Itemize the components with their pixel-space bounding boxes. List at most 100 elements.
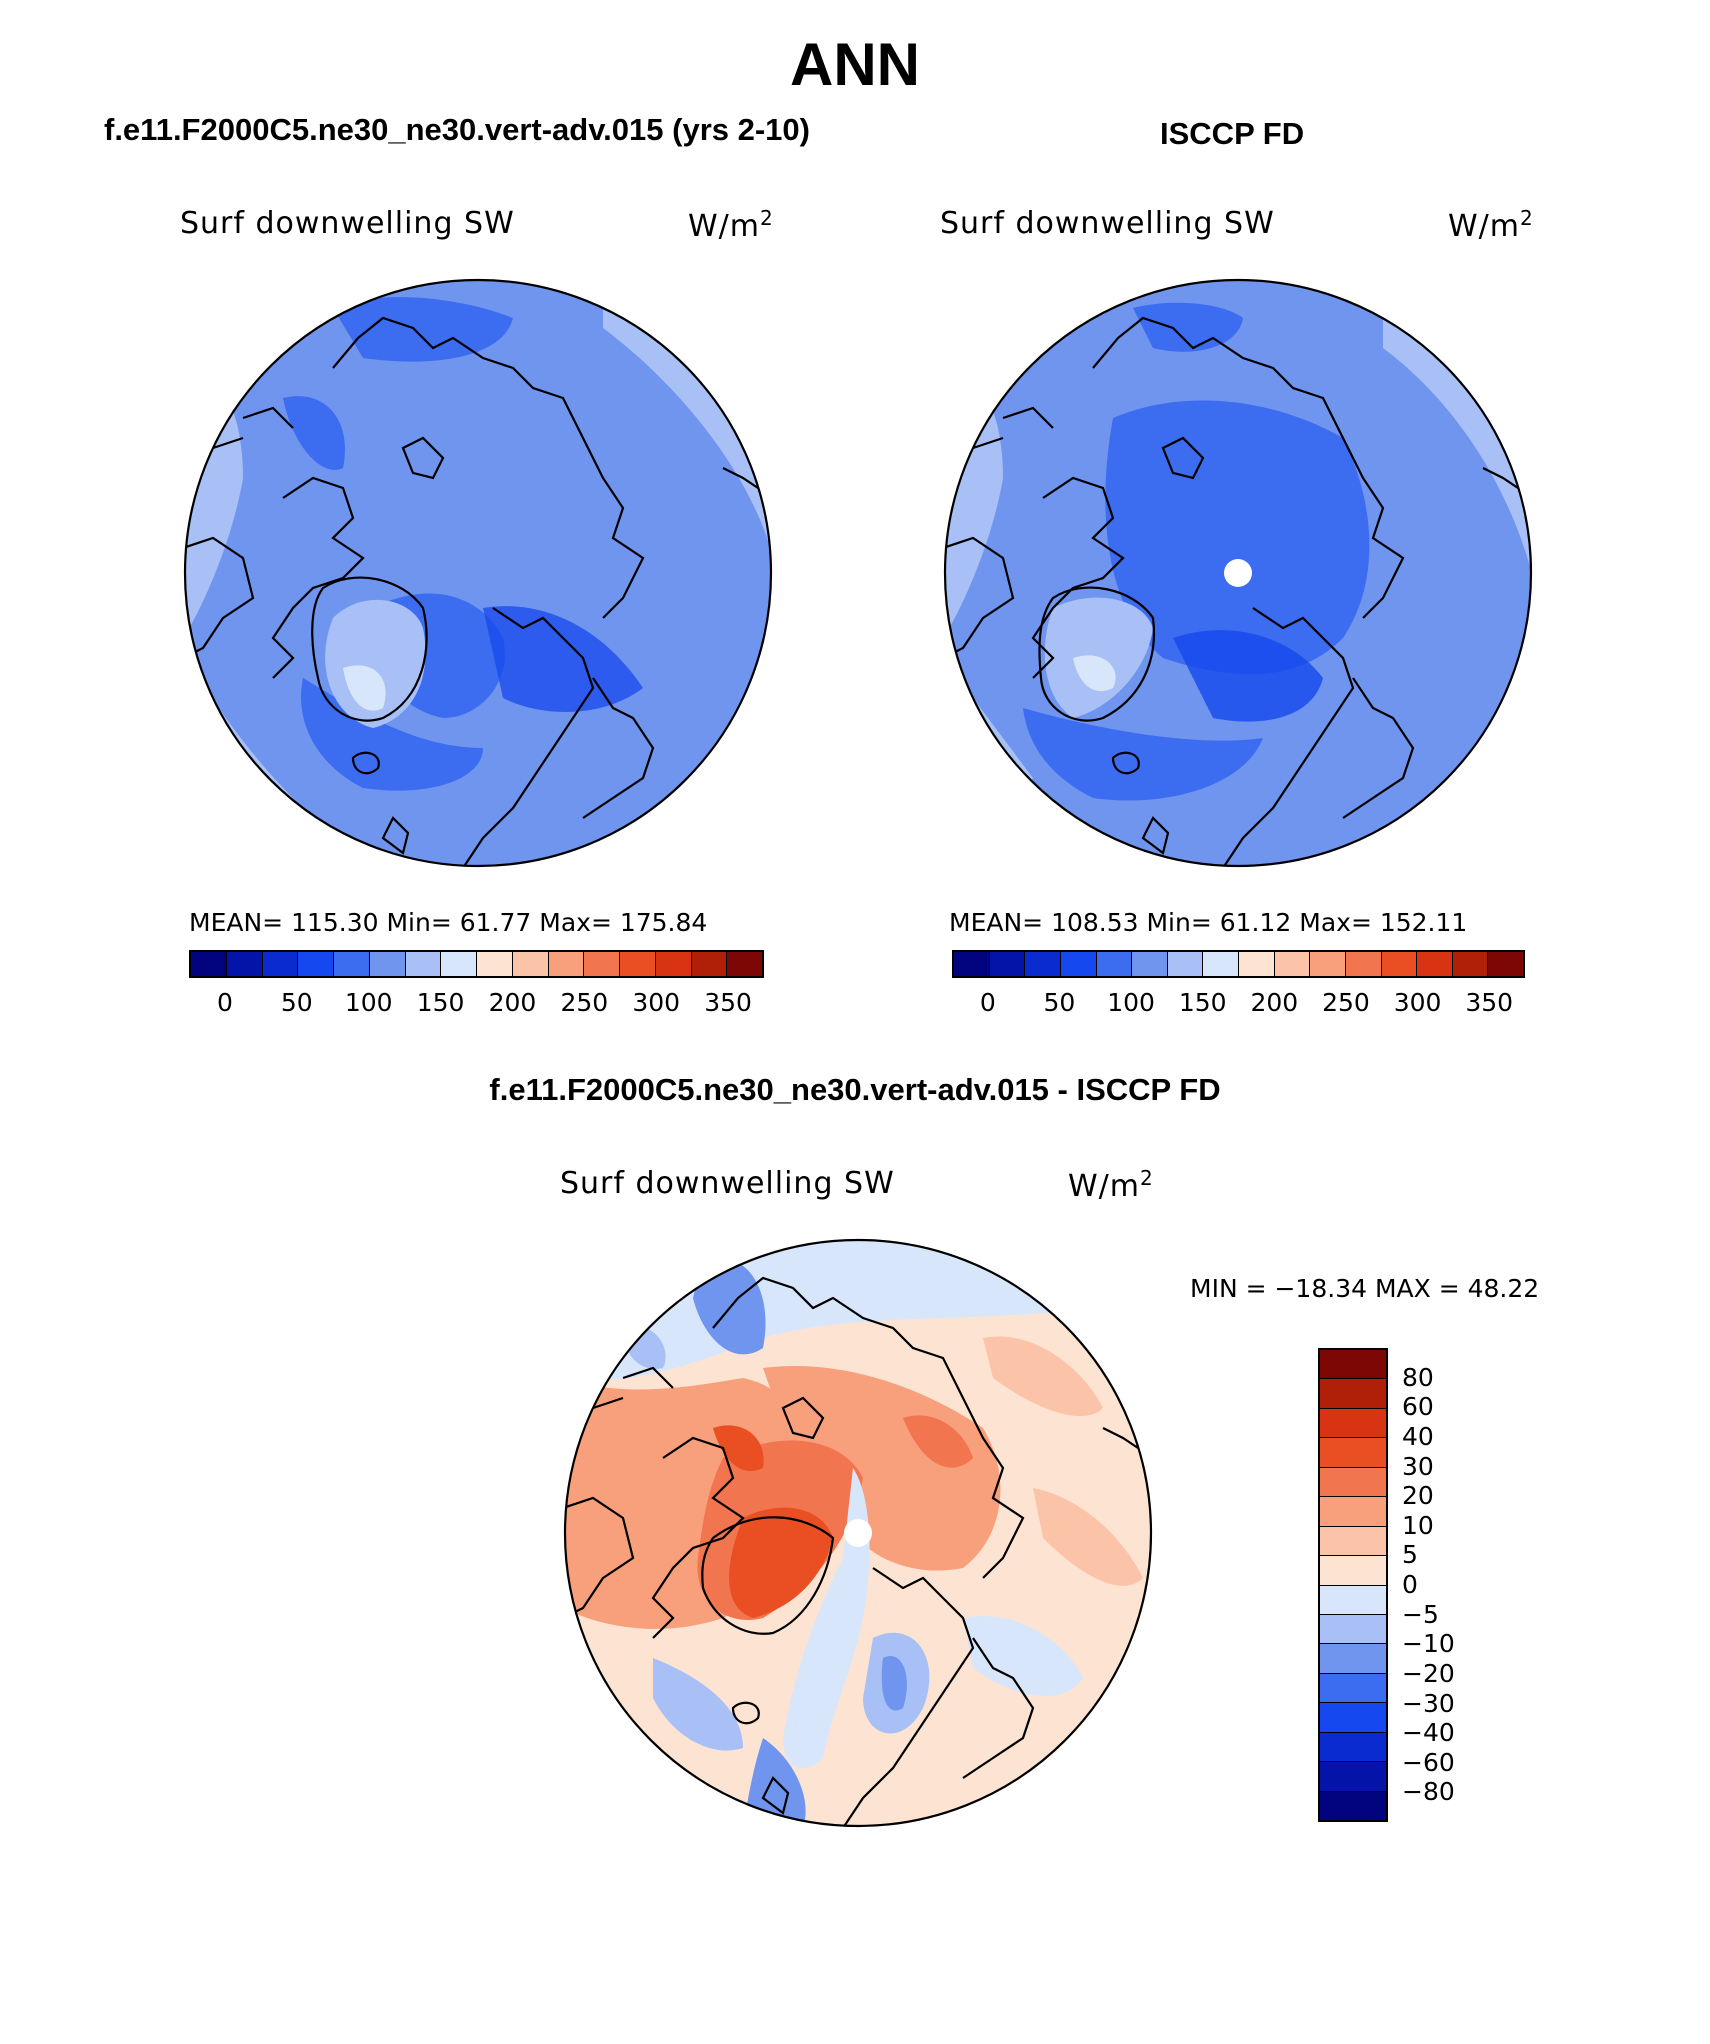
diff-colorbar-tick-label: −40: [1402, 1718, 1455, 1748]
diff-colorbar-swatch: [1320, 1467, 1386, 1498]
diff-colorbar-swatch: [1320, 1644, 1386, 1674]
model-colorbar-tick-label: 350: [704, 988, 752, 1017]
model-colorbar-swatch: [691, 952, 728, 976]
diff-missing-pole-marker: [844, 1519, 872, 1547]
obs-colorbar-swatch: [1488, 952, 1523, 976]
diff-summary-stats: MIN = −18.34 MAX = 48.22: [1190, 1274, 1540, 1303]
diff-colorbar-swatch: [1320, 1673, 1386, 1704]
obs-summary-stats: MEAN= 108.53 Min= 61.12 Max= 152.11: [949, 908, 1468, 937]
model-colorbar: [189, 950, 764, 978]
obs-colorbar-swatch: [1417, 952, 1453, 976]
diff-colorbar-swatch: [1320, 1614, 1386, 1645]
diff-colorbar-tick-label: 20: [1402, 1481, 1434, 1511]
obs-colorbar-swatch: [1167, 952, 1204, 976]
model-colorbar-swatch: [369, 952, 406, 976]
obs-polar-map: [943, 278, 1533, 868]
diff-panel-heading: f.e11.F2000C5.ne30_ne30.vert-adv.015 - I…: [489, 1072, 1221, 1107]
diff-colorbar-swatch: [1320, 1791, 1386, 1820]
diff-colorbar-swatch: [1320, 1585, 1386, 1615]
diff-colorbar-tick-label: 30: [1402, 1451, 1434, 1481]
obs-colorbar-swatch: [1345, 952, 1382, 976]
model-colorbar-swatch: [477, 952, 513, 976]
diff-colorbar-tick-label: 0: [1402, 1570, 1418, 1599]
diff-colorbar-tick-label: 40: [1402, 1421, 1434, 1451]
model-colorbar-tick-label: 300: [632, 988, 681, 1017]
diff-polar-map: [563, 1238, 1153, 1828]
obs-colorbar-tick-label: 350: [1465, 988, 1514, 1017]
obs-colorbar-swatch: [1096, 952, 1133, 976]
obs-colorbar-tick-label: 0: [979, 988, 996, 1017]
diff-colorbar-tick-label: −30: [1402, 1688, 1455, 1718]
obs-colorbar-ticks: 0 50 100 150 200 250 300 350: [952, 988, 1525, 1020]
obs-colorbar: [952, 950, 1525, 978]
model-colorbar-swatch: [512, 952, 549, 976]
obs-colorbar-swatch: [1239, 952, 1275, 976]
diff-colorbar-tick-label: 60: [1402, 1392, 1434, 1422]
model-summary-stats: MEAN= 115.30 Min= 61.77 Max= 175.84: [189, 908, 708, 937]
diff-colorbar-swatch: [1320, 1732, 1386, 1763]
obs-colorbar-tick-label: 100: [1107, 988, 1155, 1017]
obs-variable-label: Surf downwelling SW: [940, 206, 1275, 241]
model-colorbar-swatch: [191, 952, 227, 976]
obs-colorbar-tick-label: 200: [1250, 988, 1299, 1017]
obs-colorbar-swatch: [1310, 952, 1346, 976]
diff-units-label: W/m2: [1068, 1166, 1154, 1204]
obs-colorbar-swatch: [989, 952, 1026, 976]
model-colorbar-tick-label: 200: [488, 988, 537, 1017]
model-colorbar-swatch: [620, 952, 656, 976]
diff-colorbar-tick-label: −20: [1402, 1658, 1455, 1688]
model-colorbar-swatch: [334, 952, 370, 976]
model-colorbar-swatch: [226, 952, 263, 976]
model-colorbar-tick-label: 250: [560, 988, 609, 1017]
model-colorbar-swatch: [405, 952, 442, 976]
diff-colorbar-swatch: [1320, 1703, 1386, 1733]
obs-panel-heading: ISCCP FD: [1160, 116, 1305, 151]
obs-colorbar-swatch: [1274, 952, 1311, 976]
model-colorbar-tick-label: 50: [280, 988, 313, 1017]
model-colorbar-swatch: [441, 952, 477, 976]
diff-colorbar-swatch: [1320, 1762, 1386, 1792]
model-polar-map: [183, 278, 773, 868]
diff-colorbar-swatch: [1320, 1408, 1386, 1439]
model-colorbar-swatch: [727, 952, 762, 976]
obs-colorbar-swatch: [1060, 952, 1097, 976]
obs-colorbar-swatch: [1132, 952, 1168, 976]
diff-colorbar-tick-label: −80: [1402, 1777, 1455, 1807]
diff-variable-label: Surf downwelling SW: [560, 1166, 895, 1201]
obs-colorbar-tick-label: 250: [1322, 988, 1370, 1017]
diff-colorbar-tick-label: −60: [1402, 1747, 1455, 1777]
model-colorbar-swatch: [584, 952, 620, 976]
obs-units-label: W/m2: [1448, 206, 1534, 244]
diff-colorbar-swatch: [1320, 1497, 1386, 1527]
obs-colorbar-swatch: [1025, 952, 1061, 976]
diff-colorbar-swatch: [1320, 1556, 1386, 1586]
diff-colorbar: [1318, 1348, 1388, 1822]
obs-colorbar-tick-label: 150: [1178, 988, 1227, 1017]
diff-colorbar-tick-label: 5: [1402, 1540, 1418, 1570]
model-units-label: W/m2: [688, 206, 774, 244]
model-colorbar-tick-label: 100: [344, 988, 393, 1017]
model-colorbar-tick-label: 150: [416, 988, 465, 1017]
diff-colorbar-tick-label: 10: [1402, 1510, 1434, 1540]
obs-colorbar-swatch: [1381, 952, 1418, 976]
model-colorbar-swatch: [655, 952, 692, 976]
model-colorbar-tick-label: 0: [216, 988, 233, 1017]
model-colorbar-swatch: [262, 952, 299, 976]
diff-colorbar-swatch: [1320, 1379, 1386, 1409]
figure-title: ANN: [790, 31, 920, 98]
obs-colorbar-swatch: [954, 952, 990, 976]
obs-colorbar-tick-label: 50: [1043, 988, 1076, 1017]
diff-colorbar-tick-label: 80: [1402, 1362, 1434, 1392]
obs-colorbar-tick-label: 300: [1393, 988, 1442, 1017]
diff-colorbar-tick-label: −5: [1402, 1599, 1439, 1629]
obs-colorbar-swatch: [1203, 952, 1239, 976]
diff-colorbar-swatch: [1320, 1438, 1386, 1468]
obs-colorbar-swatch: [1452, 952, 1489, 976]
model-colorbar-swatch: [548, 952, 585, 976]
model-variable-label: Surf downwelling SW: [180, 206, 515, 241]
model-colorbar-ticks: 0 50 100 150 200 250 300 350: [189, 988, 764, 1020]
diff-colorbar-ticks: 80 60 40 30 20 10 5 0 −5 −10 −20 −30 −40 −60 −80: [1402, 1348, 1522, 1822]
model-panel-heading: f.e11.F2000C5.ne30_ne30.vert-adv.015 (yr…: [104, 112, 810, 147]
obs-missing-pole-marker: [1224, 559, 1252, 587]
diff-colorbar-tick-label: −10: [1402, 1629, 1455, 1659]
